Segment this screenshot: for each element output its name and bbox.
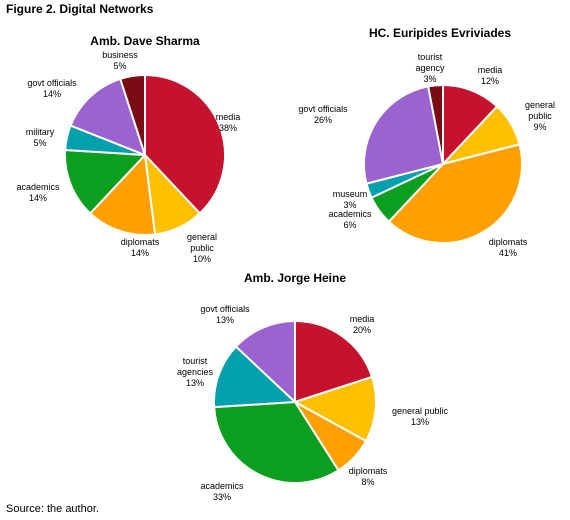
- pie-slice-media: [294, 320, 374, 403]
- slice-label-tourist-agency: tourist agency 3%: [415, 52, 445, 84]
- slice-label-media: media 12%: [478, 65, 503, 86]
- chart-title: Amb. Jorge Heine: [244, 271, 346, 285]
- pie-slice-general-public: [294, 375, 377, 443]
- slice-label-diplomats: diplomats 41%: [489, 237, 528, 258]
- pie-slice-tourist-agency: [427, 84, 444, 165]
- slice-label-general-public: general public 9%: [525, 100, 555, 132]
- pie-slice-academics: [64, 148, 146, 215]
- slice-label-academics: academics 33%: [200, 481, 244, 502]
- slice-label-general-public: general public 13%: [392, 406, 449, 427]
- pie-chart-2: HC. Euripides Evriviades media 12% general p…: [298, 26, 555, 258]
- pie-slice-media: [442, 84, 499, 165]
- slice-label-govt-officials: govt officials 13%: [200, 304, 250, 325]
- slice-label-govt-officials: govt officials 14%: [27, 78, 77, 99]
- pie-slice-diplomats: [387, 143, 523, 244]
- slice-label-museum: museum 3%: [333, 189, 368, 210]
- pie-slice-govt-officials: [234, 320, 296, 403]
- slice-label-media: media 20%: [350, 314, 375, 335]
- slice-label-govt-officials: govt officials 26%: [298, 104, 348, 125]
- slice-label-academics: academics 6%: [328, 209, 372, 230]
- pie-slice-academics: [213, 401, 340, 484]
- figure-title: Figure 2. Digital Networks: [6, 2, 154, 16]
- slice-label-tourist-agencies: tourist agencies 13%: [177, 356, 214, 388]
- figure-source: Source: the author.: [6, 503, 99, 515]
- slice-label-business: business 5%: [102, 50, 138, 71]
- slice-label-general-public: general public 10%: [187, 232, 217, 264]
- pie-chart-1: Amb. Dave Sharma media 38% general public 10%…: [16, 34, 240, 264]
- slice-label-media: media 38%: [216, 112, 241, 133]
- slice-label-diplomats: diplomats 8%: [349, 466, 388, 487]
- pie-chart-3: Amb. Jorge Heine media 20% general public 13…: [177, 271, 449, 502]
- slice-label-military: military 5%: [26, 127, 55, 148]
- slice-label-diplomats: diplomats 14%: [121, 237, 160, 258]
- pie-slice-diplomats: [89, 154, 157, 236]
- pie-slice-media: [144, 74, 226, 215]
- pie-slice-business: [119, 74, 146, 156]
- chart-title: Amb. Dave Sharma: [90, 34, 200, 48]
- pie-slice-tourist-agencies: [213, 345, 296, 409]
- pie-slice-govt-officials: [363, 85, 444, 185]
- chart-title: HC. Euripides Evriviades: [369, 26, 511, 40]
- slice-label-academics: academics 14%: [16, 182, 60, 203]
